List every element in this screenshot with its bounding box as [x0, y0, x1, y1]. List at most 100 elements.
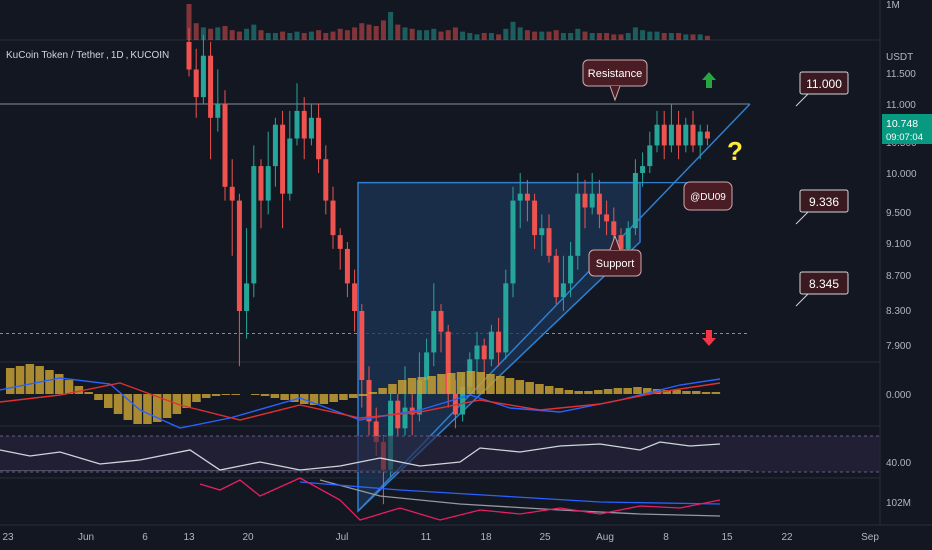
- target-box-2: [799, 271, 849, 295]
- volume-bar: [697, 34, 703, 40]
- macd-hist-bar: [486, 374, 495, 394]
- down-arrow-icon: [702, 330, 716, 346]
- volume-bar: [452, 27, 458, 40]
- candle-body: [352, 283, 358, 311]
- volume-bar: [611, 34, 617, 40]
- candle-body: [496, 331, 502, 353]
- candle-body: [215, 104, 221, 118]
- macd-hist-bar: [584, 391, 593, 394]
- macd-hist-bar: [427, 376, 436, 394]
- candle-body: [359, 311, 365, 380]
- volume-bar: [676, 33, 682, 40]
- macd-hist-bar: [662, 390, 672, 394]
- volume-bar: [200, 27, 206, 40]
- volume-bar: [330, 31, 336, 40]
- candle-body: [280, 124, 286, 194]
- volume-bar: [668, 33, 674, 40]
- candle-body: [582, 193, 588, 208]
- macd-hist-bar: [623, 388, 632, 394]
- volume-bar: [352, 27, 358, 40]
- volume-bar: [438, 31, 444, 40]
- time-tick: 13: [183, 532, 195, 543]
- volume-bar: [604, 33, 610, 40]
- price-tick: 10.000: [886, 169, 917, 180]
- volume-bar: [690, 34, 696, 40]
- macd-hist-bar: [554, 388, 564, 394]
- question-mark: ?: [727, 136, 743, 166]
- macd-hist-bar: [525, 382, 534, 394]
- macd-hist-bar: [15, 366, 25, 394]
- time-tick: 11: [421, 532, 432, 543]
- candle-body: [308, 117, 314, 139]
- price-badge-value: 10.748: [886, 118, 918, 130]
- candle-body: [488, 331, 494, 360]
- candle-body: [654, 124, 660, 146]
- price-tick: 8.700: [886, 271, 911, 282]
- time-tick: Jun: [78, 532, 94, 543]
- indicator-pink-line: [199, 477, 721, 521]
- time-tick: Sep: [861, 532, 879, 543]
- candle-body: [474, 345, 480, 360]
- volume-bar: [244, 28, 250, 40]
- candle-body: [676, 124, 682, 146]
- volume-bar: [366, 24, 372, 40]
- macd-hist-bar: [535, 384, 544, 394]
- candle-body: [611, 221, 617, 236]
- volume-bar: [344, 30, 350, 40]
- rsi-axis-tick: 40.00: [886, 458, 911, 469]
- time-tick: Aug: [596, 532, 614, 543]
- time-tick: 18: [480, 532, 492, 543]
- volume-bar: [640, 30, 646, 40]
- volume-bar: [287, 33, 293, 40]
- volume-bar: [424, 30, 430, 40]
- macd-hist-bar: [25, 364, 35, 394]
- macd-hist-bar: [358, 394, 368, 396]
- price-tick: 11.000: [886, 100, 916, 111]
- candle-body: [373, 421, 379, 443]
- candle-body: [236, 200, 242, 311]
- candle-body: [539, 228, 545, 236]
- macd-hist-bar: [476, 372, 485, 394]
- macd-hist-bar: [515, 380, 525, 394]
- macd-hist-bar: [45, 370, 54, 394]
- symbol-interval: 1D: [110, 50, 124, 61]
- volume-bar: [373, 26, 379, 40]
- macd-hist-bar: [378, 388, 387, 394]
- macd-hist-bar: [309, 394, 319, 405]
- symbol-name: KuCoin Token / Tether: [6, 50, 105, 61]
- macd-hist-bar: [711, 392, 721, 394]
- macd-hist-bar: [192, 394, 201, 402]
- volume-bar: [517, 27, 523, 40]
- target-pointer-2: [795, 293, 809, 307]
- candle-body: [445, 331, 451, 394]
- target-pointer-0: [795, 93, 809, 107]
- macd-hist-bar: [545, 386, 554, 394]
- volume-bar: [632, 27, 638, 40]
- candle-body: [258, 166, 264, 201]
- macd-hist-bar: [55, 374, 64, 394]
- macd-hist-bar: [417, 377, 427, 394]
- macd-hist-bar: [643, 388, 652, 394]
- volume-bar: [481, 33, 487, 40]
- target-box-1: [799, 189, 849, 213]
- volume-bar: [553, 30, 559, 40]
- volume-bar: [186, 4, 192, 40]
- candle-body: [560, 283, 566, 298]
- target-label-0: 11.000: [806, 77, 842, 91]
- macd-hist-bar: [339, 394, 348, 400]
- macd-hist-bar: [368, 392, 378, 394]
- price-tick: 8.300: [886, 306, 911, 317]
- macd-hist-bar: [84, 392, 93, 394]
- macd-hist-bar: [349, 394, 358, 398]
- volume-bar: [258, 30, 264, 40]
- candle-body: [640, 166, 646, 173]
- macd-hist-bar: [74, 386, 84, 394]
- volume-bar: [445, 30, 451, 40]
- indicator-blue-line: [299, 481, 721, 505]
- volume-bar: [618, 34, 624, 40]
- volume-bar: [532, 31, 538, 40]
- volume-bar: [503, 28, 509, 40]
- volume-bar: [431, 28, 437, 40]
- resistance-callout-pointer: [609, 85, 621, 102]
